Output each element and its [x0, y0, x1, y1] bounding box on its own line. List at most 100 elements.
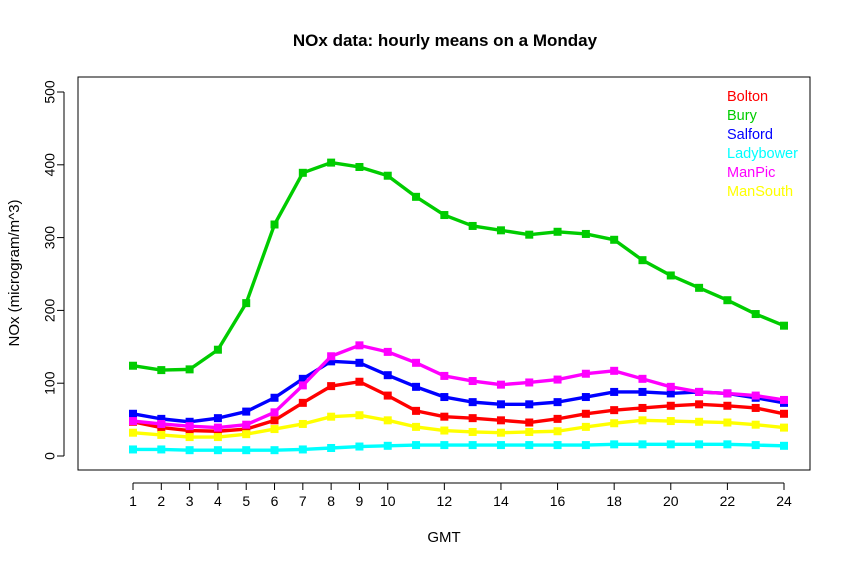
data-point-bury	[695, 283, 704, 292]
data-point-bury	[581, 229, 590, 238]
data-point-manpic	[553, 375, 562, 384]
x-tick-label: 22	[720, 493, 736, 509]
data-point-bolton	[355, 377, 364, 386]
data-point-bolton	[695, 400, 704, 409]
data-point-mansouth	[383, 416, 392, 425]
data-point-bury	[213, 345, 222, 354]
data-point-ladybower	[496, 441, 505, 450]
data-point-bolton	[242, 425, 251, 434]
data-point-manpic	[468, 377, 477, 386]
data-point-bolton	[666, 401, 675, 410]
data-point-mansouth	[638, 416, 647, 425]
data-point-manpic	[412, 358, 421, 367]
data-point-bolton	[383, 391, 392, 400]
data-point-ladybower	[129, 445, 137, 454]
legend-entry-salford: Salford	[727, 127, 773, 143]
x-tick-label: 4	[214, 493, 222, 509]
x-tick-label: 10	[380, 493, 396, 509]
data-point-bolton	[525, 418, 534, 427]
series-line-manpic	[132, 343, 785, 430]
y-tick-label: 100	[42, 371, 58, 395]
x-axis-label: GMT	[427, 529, 460, 546]
chart-title: NOx data: hourly means on a Monday	[293, 31, 598, 50]
data-point-manpic	[723, 389, 732, 398]
data-point-bolton	[638, 403, 647, 412]
data-point-mansouth	[298, 419, 307, 428]
data-point-salford	[185, 417, 194, 426]
series-layer	[129, 158, 788, 455]
data-point-manpic	[695, 387, 704, 396]
data-point-ladybower	[412, 441, 421, 450]
data-point-mansouth	[525, 427, 534, 436]
series-salford	[129, 357, 788, 426]
data-point-ladybower	[553, 441, 562, 450]
legend: Bolton Bury Salford Ladybower ManPic ManSouth	[727, 89, 798, 200]
data-point-manpic	[157, 419, 166, 428]
data-point-salford	[496, 400, 505, 409]
data-point-manpic	[496, 380, 505, 389]
data-point-bolton	[185, 426, 194, 435]
legend-entry-manpic: ManPic	[727, 165, 775, 181]
data-point-bolton	[581, 409, 590, 418]
y-tick-label: 500	[42, 80, 58, 104]
data-point-bolton	[553, 414, 562, 423]
y-tick-label: 300	[42, 226, 58, 250]
data-point-manpic	[298, 381, 307, 390]
data-point-bury	[185, 365, 194, 374]
data-point-mansouth	[723, 418, 732, 427]
data-point-ladybower	[525, 441, 534, 450]
data-point-salford	[129, 409, 137, 418]
data-point-manpic	[666, 382, 675, 391]
data-point-ladybower	[695, 440, 704, 449]
data-point-bolton	[780, 409, 788, 418]
data-point-manpic	[751, 391, 760, 400]
data-point-salford	[213, 414, 222, 423]
data-point-salford	[581, 393, 590, 402]
data-point-bury	[638, 256, 647, 265]
x-tick-label: 12	[437, 493, 453, 509]
data-point-bury	[666, 271, 675, 280]
x-tick-label: 8	[327, 493, 335, 509]
data-point-salford	[327, 357, 336, 366]
data-point-salford	[157, 414, 166, 423]
data-point-ladybower	[440, 441, 449, 450]
data-point-ladybower	[751, 441, 760, 450]
data-point-bury	[327, 158, 336, 167]
x-tick-label: 24	[776, 493, 792, 509]
y-axis: 0 100 200 300 400 500	[42, 80, 65, 460]
data-point-bury	[270, 220, 279, 229]
x-tick-label: 18	[606, 493, 622, 509]
series-line-ladybower	[133, 442, 785, 452]
data-point-salford	[242, 407, 251, 416]
x-tick-label: 20	[663, 493, 679, 509]
data-point-mansouth	[157, 430, 166, 439]
data-point-manpic	[610, 366, 619, 375]
data-point-mansouth	[185, 433, 194, 442]
data-point-bolton	[412, 406, 421, 415]
data-point-ladybower	[638, 440, 647, 449]
data-point-ladybower	[213, 446, 222, 455]
data-point-salford	[440, 393, 449, 402]
data-point-salford	[412, 382, 421, 391]
data-point-bolton	[751, 403, 760, 412]
data-point-manpic	[185, 422, 194, 431]
x-tick-label: 1	[129, 493, 137, 509]
data-point-ladybower	[723, 440, 732, 449]
data-point-bury	[129, 361, 137, 370]
data-point-ladybower	[242, 446, 251, 455]
data-point-salford	[355, 358, 364, 367]
data-point-bolton	[468, 414, 477, 423]
data-point-bolton	[496, 416, 505, 425]
data-point-ladybower	[355, 442, 364, 451]
data-point-bury	[496, 226, 505, 235]
data-point-manpic	[780, 395, 788, 404]
data-point-bury	[440, 211, 449, 220]
data-point-manpic	[638, 374, 647, 383]
series-line-mansouth	[132, 413, 785, 439]
x-tick-label: 16	[550, 493, 566, 509]
x-tick-label: 3	[186, 493, 194, 509]
data-point-manpic	[440, 371, 449, 380]
x-tick-label: 5	[242, 493, 250, 509]
data-point-bolton	[440, 412, 449, 421]
